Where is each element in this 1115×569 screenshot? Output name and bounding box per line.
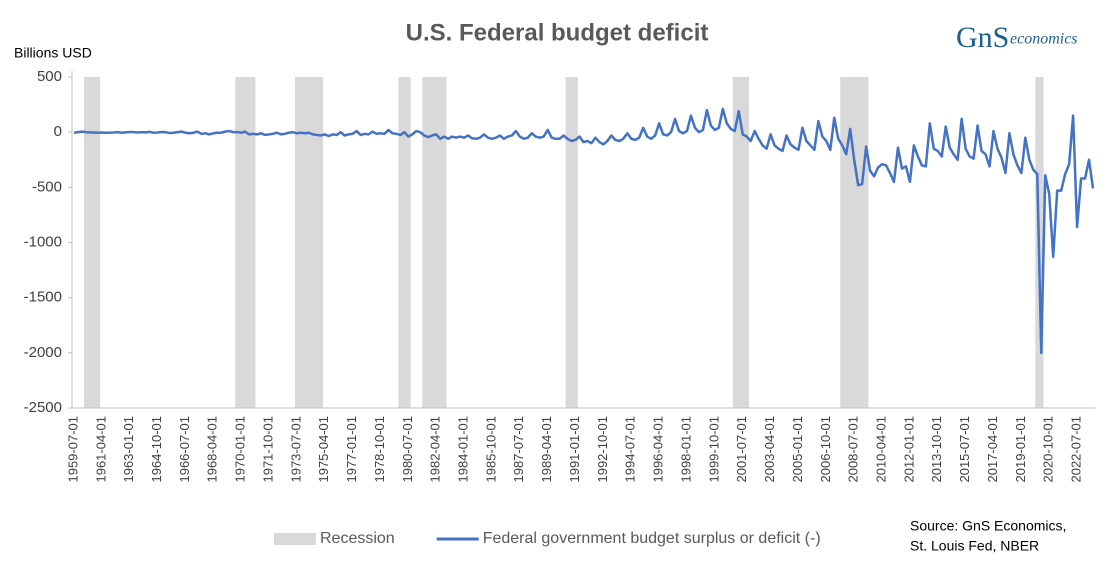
y-tick-label: -2000 xyxy=(24,344,62,361)
x-tick-label: 1971-10-01 xyxy=(260,416,275,483)
y-tick-label: -500 xyxy=(32,178,62,195)
x-tick-label: 1977-01-01 xyxy=(344,416,359,483)
x-tick-label: 1989-04-01 xyxy=(539,416,554,483)
recession-band xyxy=(247,77,252,408)
y-tick-label: -1000 xyxy=(24,233,62,250)
x-tick-label: 2020-10-01 xyxy=(1041,416,1056,483)
recession-band xyxy=(243,77,248,408)
recession-band xyxy=(744,77,749,408)
x-tick-label: 1998-01-01 xyxy=(678,416,693,483)
x-tick-label: 1966-07-01 xyxy=(177,416,192,483)
y-tick-label: -1500 xyxy=(24,289,62,306)
x-tick-label: 2003-04-01 xyxy=(762,416,777,483)
recession-band xyxy=(573,77,578,408)
recession-band xyxy=(302,77,308,408)
x-tick-label: 1961-04-01 xyxy=(93,416,108,483)
recession-band xyxy=(422,77,427,408)
y-tick-label: 500 xyxy=(37,68,62,85)
recession-band xyxy=(306,77,312,408)
y-axis-label: Billions USD xyxy=(14,45,92,61)
recession-band xyxy=(852,77,857,408)
legend-label: Federal government budget surplus or def… xyxy=(483,530,821,547)
recession-band xyxy=(318,77,324,408)
recession-band xyxy=(1039,77,1044,408)
recession-band xyxy=(442,77,447,408)
recession-band xyxy=(565,77,570,408)
recession-band xyxy=(434,77,439,408)
x-tick-label: 1964-10-01 xyxy=(149,416,164,483)
x-tick-label: 1999-10-01 xyxy=(706,416,721,483)
recession-band xyxy=(736,77,742,408)
y-tick-label: 0 xyxy=(54,123,62,140)
legend-label: Recession xyxy=(320,530,395,547)
x-tick-label: 2005-01-01 xyxy=(790,416,805,483)
x-tick-label: 1991-01-01 xyxy=(567,416,582,483)
x-tick-label: 1980-07-01 xyxy=(400,416,415,483)
recession-band xyxy=(426,77,431,408)
deficit-line xyxy=(73,107,1095,355)
recession-band xyxy=(569,77,574,408)
recession-band xyxy=(298,77,304,408)
recession-band xyxy=(406,77,411,408)
x-tick-label: 2015-07-01 xyxy=(957,416,972,483)
x-tick-label: 2013-10-01 xyxy=(929,416,944,483)
x-tick-label: 1992-10-01 xyxy=(595,416,610,483)
recession-band xyxy=(860,77,865,408)
recession-band xyxy=(87,77,93,408)
recession-band xyxy=(91,77,97,408)
x-tick-label: 1973-07-01 xyxy=(288,416,303,483)
x-tick-label: 2008-07-01 xyxy=(846,416,861,483)
logo-text: economics xyxy=(1010,31,1078,48)
x-tick-label: 1959-07-01 xyxy=(65,416,80,483)
recession-band xyxy=(402,77,407,408)
x-tick-label: 1996-04-01 xyxy=(651,416,666,483)
x-tick-label: 1982-04-01 xyxy=(428,416,443,483)
x-tick-label: 1970-01-01 xyxy=(233,416,248,483)
x-tick-label: 2012-01-01 xyxy=(901,416,916,483)
source-line: Source: GnS Economics, xyxy=(910,518,1066,534)
recession-band xyxy=(239,77,244,408)
x-tick-label: 1963-01-01 xyxy=(121,416,136,483)
chart-title: U.S. Federal budget deficit xyxy=(406,19,709,46)
logo-mark: GnS xyxy=(956,21,1009,54)
x-tick-label: 2022-07-01 xyxy=(1069,416,1084,483)
recession-band xyxy=(732,77,738,408)
x-tick-label: 2001-07-01 xyxy=(734,416,749,483)
x-tick-label: 1984-01-01 xyxy=(456,416,471,483)
recession-band xyxy=(848,77,853,408)
x-tick-label: 2019-01-01 xyxy=(1013,416,1028,483)
recession-band xyxy=(844,77,849,408)
x-tick-label: 2017-04-01 xyxy=(985,416,1000,483)
recession-band xyxy=(235,77,240,408)
y-tick-label: -2500 xyxy=(24,399,62,416)
recession-band xyxy=(430,77,435,408)
recession-band xyxy=(840,77,845,408)
x-tick-label: 1987-07-01 xyxy=(511,416,526,483)
recession-band xyxy=(1035,77,1040,408)
source-line: St. Louis Fed, NBER xyxy=(910,538,1039,554)
recession-band xyxy=(438,77,443,408)
recession-band xyxy=(864,77,869,408)
recession-band xyxy=(83,77,89,408)
recession-band xyxy=(314,77,320,408)
recession-band xyxy=(251,77,256,408)
x-tick-label: 2010-04-01 xyxy=(873,416,888,483)
x-tick-label: 1994-07-01 xyxy=(623,416,638,483)
legend-swatch xyxy=(274,533,316,545)
recession-band xyxy=(95,77,101,408)
x-tick-label: 1978-10-01 xyxy=(372,416,387,483)
recession-band xyxy=(856,77,861,408)
x-tick-label: 2006-10-01 xyxy=(818,416,833,483)
x-tick-label: 1975-04-01 xyxy=(316,416,331,483)
recession-band xyxy=(294,77,300,408)
recession-band xyxy=(398,77,403,408)
x-tick-label: 1985-10-01 xyxy=(483,416,498,483)
recession-band xyxy=(740,77,746,408)
x-tick-label: 1968-04-01 xyxy=(205,416,220,483)
recession-band xyxy=(310,77,316,408)
